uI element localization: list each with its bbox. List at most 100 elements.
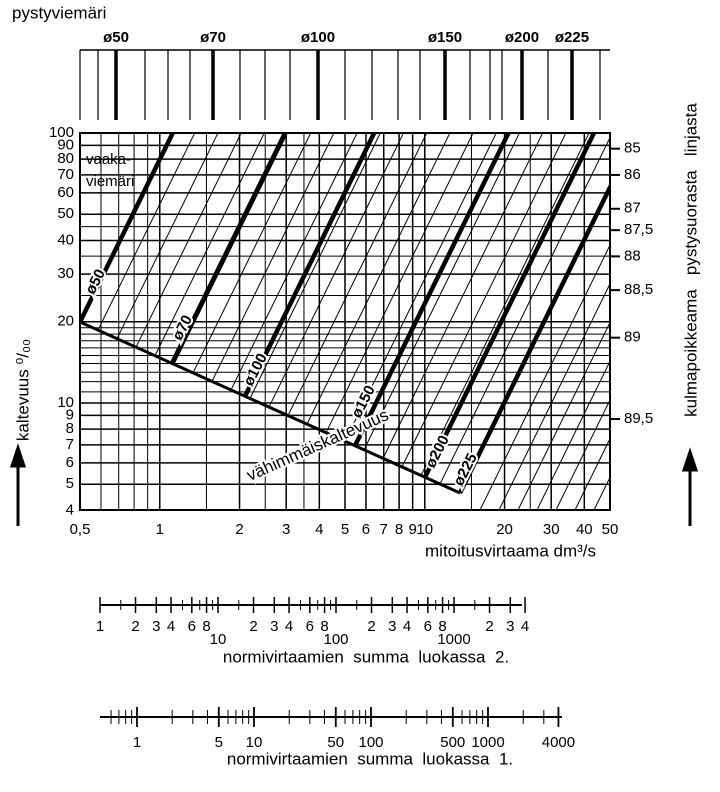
pipe-line: [154, 133, 265, 356]
scale-2-tick-label: 3: [270, 618, 278, 635]
pipe-line: [135, 133, 242, 348]
right-tick-label: 87: [624, 200, 641, 217]
top-scale-label: ø50: [103, 29, 129, 46]
arrow: [9, 443, 27, 526]
top-scale-label: ø100: [301, 29, 335, 46]
y-tick-label: 4: [66, 501, 74, 518]
scale-2-tick-label: 3: [388, 618, 396, 635]
pipe-line: [363, 133, 521, 451]
y-tick-label: 60: [57, 184, 74, 201]
scale-2-tick-label: 3: [152, 618, 160, 635]
y-tick-label: 8: [66, 420, 74, 437]
y-tick-label: 6: [66, 454, 74, 471]
scale-2-label: normivirtaamien summa luokassa 2.: [223, 647, 509, 666]
scale-2-tick-label: 3: [506, 618, 514, 635]
pipe-line: [230, 133, 358, 391]
scale-1-tick-label: 100: [358, 734, 383, 751]
x-tick-label: 7: [380, 521, 388, 538]
x-tick-label: 9: [408, 521, 416, 538]
pipe-line: [439, 136, 610, 485]
pipe-line: [479, 243, 610, 510]
scale-1-tick-label: 1: [133, 734, 141, 751]
scale-2-tick-label: 10: [210, 631, 227, 648]
x-tick-label: 6: [362, 521, 370, 538]
scale-2-tick-label: 8: [320, 618, 328, 635]
top-title: pystyviemäri: [12, 3, 106, 22]
scale-1-tick-label: 10: [246, 734, 263, 751]
pipe-line: [555, 398, 610, 510]
x-tick-label: 10: [416, 521, 433, 538]
right-tick-label: 88: [624, 247, 641, 264]
scale-2-tick-label: 6: [424, 618, 432, 635]
scale-2-tick-label: 6: [188, 618, 196, 635]
scale-2-tick-label: 4: [285, 618, 293, 635]
y-tick-label: 50: [57, 205, 74, 222]
pipe-line: [613, 100, 720, 510]
pipe-line: [352, 133, 511, 447]
right-tick-label: 89,5: [624, 410, 653, 427]
arrow: [681, 447, 699, 526]
top-scale-label: ø70: [200, 29, 226, 46]
top-scale-label: ø200: [505, 29, 539, 46]
scale-2-tick-label: 4: [521, 618, 529, 635]
scale-2-tick-label: 100: [323, 631, 348, 648]
pipe-line: [80, 133, 176, 323]
x-tick-label: 50: [602, 521, 619, 538]
pipe-label: ø100: [240, 351, 271, 389]
pipe-line: [420, 133, 590, 476]
pipe-line: [97, 133, 196, 331]
scale-2-tick-label: 8: [438, 618, 446, 635]
right-tick-label: 85: [624, 140, 641, 157]
pipe-line: [287, 133, 428, 416]
x-tick-label: 30: [543, 521, 560, 538]
pipe-line: [249, 133, 381, 399]
scale-1-tick-label: 5: [215, 734, 223, 751]
y-tick-label: 90: [57, 136, 74, 153]
scale-2-tick-label: 1000: [437, 631, 470, 648]
pipe-line: [116, 133, 219, 339]
horizontal-label: vaaka-: [86, 151, 131, 168]
pipe-label: ø70: [169, 312, 196, 343]
y-tick-label: 20: [57, 313, 74, 330]
pipe-line: [325, 133, 474, 433]
x-tick-label: 3: [282, 521, 290, 538]
y-tick-label: 7: [66, 436, 74, 453]
pipe-line: [306, 133, 451, 425]
pipe-line: [498, 282, 610, 510]
horizontal-label: viemäri: [86, 173, 134, 190]
scale-1-tick-label: 1000: [471, 734, 504, 751]
pipe-label: ø200: [422, 433, 453, 471]
top-scale-label: ø225: [555, 29, 589, 46]
scale-2-tick-label: 4: [167, 618, 175, 635]
scale-2-tick-label: 1: [96, 618, 104, 635]
pipe-line: [401, 133, 567, 468]
right-tick-label: 87,5: [624, 221, 653, 238]
pipe-line: [382, 133, 544, 459]
scale-2-tick-label: 2: [485, 618, 493, 635]
x-axis-label: mitoitusvirtaama dm³/s: [425, 541, 596, 560]
pipe-label: ø225: [450, 451, 481, 489]
x-tick-label: 8: [395, 521, 403, 538]
y-tick-label: 70: [57, 166, 74, 183]
y-tick-label: 10: [57, 394, 74, 411]
right-axis-label: kulmapoikkeama pystysuorasta linjasta: [681, 103, 700, 417]
pipe-lines: [80, 100, 720, 510]
scale-2-tick-label: 2: [249, 618, 257, 635]
pipe-line: [192, 133, 312, 374]
pipe-line: [242, 133, 377, 398]
right-tick-label: 89: [624, 329, 641, 346]
scale-2-tick-label: 4: [403, 618, 411, 635]
x-tick-label: 20: [496, 521, 513, 538]
right-tick-label: 86: [624, 166, 641, 183]
pipe-line: [593, 476, 610, 510]
x-tick-label: 0,5: [70, 521, 91, 538]
scale-2-tick-label: 2: [367, 618, 375, 635]
y-tick-label: 80: [57, 150, 74, 167]
x-tick-label: 5: [341, 521, 349, 538]
pipe-line: [574, 437, 610, 510]
y-axis-label: kaltevuus ⁰/₀₀: [13, 339, 32, 441]
pipe-line: [344, 133, 497, 442]
top-scale-label: ø150: [428, 29, 462, 46]
x-tick-label: 1: [156, 521, 164, 538]
